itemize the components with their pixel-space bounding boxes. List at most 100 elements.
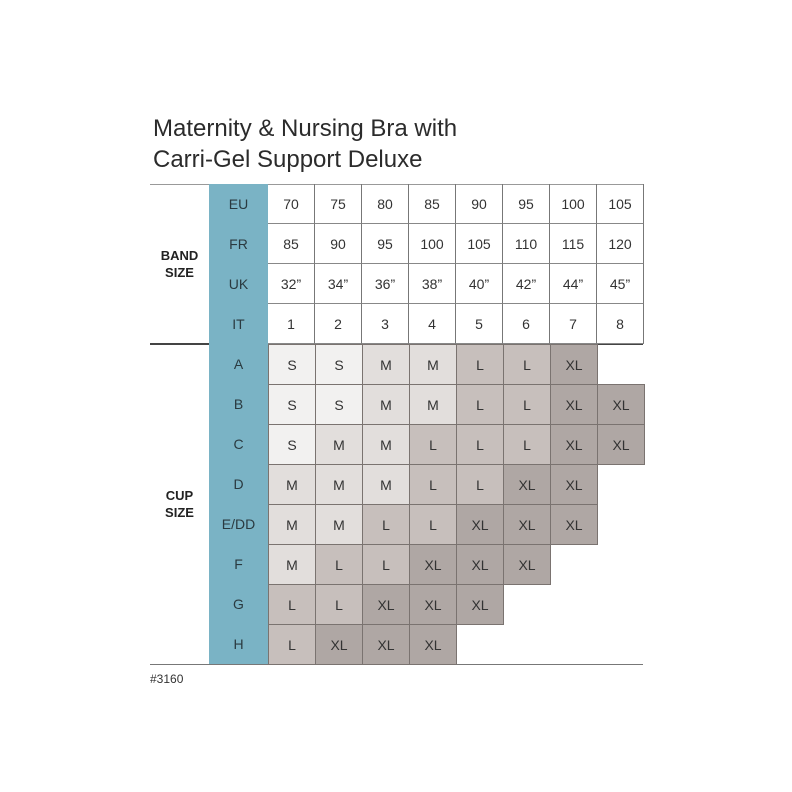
band-cell: 1 [268,304,315,344]
size-cell: XL [550,384,598,425]
band-cell: 90 [456,184,503,224]
size-cell: M [315,424,363,465]
band-cell: 85 [409,184,456,224]
band-cell: 40” [456,264,503,304]
band-cell: 80 [362,184,409,224]
cup-row-label: E/DD [209,504,268,544]
size-cell: XL [409,624,457,665]
size-cell: XL [362,624,410,665]
size-cell: L [268,624,316,665]
band-cell: 34” [315,264,362,304]
band-row-label: IT [209,304,268,344]
chart-title: Maternity & Nursing Bra with Carri-Gel S… [153,113,457,175]
size-cell: L [503,424,551,465]
band-cell: 42” [503,264,550,304]
size-cell: M [315,504,363,545]
size-cell: S [268,424,316,465]
size-cell: M [409,344,457,385]
size-cell: XL [456,544,504,585]
size-cell: M [362,384,410,425]
band-cell: 36” [362,264,409,304]
size-cell: XL [503,464,551,505]
band-cell: 115 [550,224,597,264]
band-cell: 5 [456,304,503,344]
band-cell: 2 [315,304,362,344]
cup-row-label: G [209,584,268,624]
size-cell: S [268,384,316,425]
cup-label-line: CUP [165,488,194,503]
size-cell: M [409,384,457,425]
size-cell: L [503,344,551,385]
size-cell: S [268,344,316,385]
size-cell: L [456,464,504,505]
size-cell: XL [597,424,645,465]
band-size-label: BAND SIZE [150,247,209,281]
band-cell: 3 [362,304,409,344]
cup-row-label: A [209,344,268,384]
size-cell: L [503,384,551,425]
size-cell: XL [362,584,410,625]
band-row-label: EU [209,184,268,224]
size-cell: L [315,544,363,585]
band-cell: 7 [550,304,597,344]
band-cell: 85 [268,224,315,264]
band-cell: 32” [268,264,315,304]
band-cell: 100 [550,184,597,224]
band-cell: 75 [315,184,362,224]
cup-row-label: B [209,384,268,424]
band-cell: 4 [409,304,456,344]
size-cell: M [268,464,316,505]
band-cell: 38” [409,264,456,304]
size-cell: M [268,544,316,585]
size-cell: S [315,384,363,425]
size-cell: L [409,424,457,465]
size-cell: XL [550,344,598,385]
band-row-label: UK [209,264,268,304]
title-line-2: Carri-Gel Support Deluxe [153,146,423,173]
size-cell: M [268,504,316,545]
size-cell: XL [456,584,504,625]
size-cell: L [409,504,457,545]
size-cell: L [456,344,504,385]
size-cell: L [315,584,363,625]
size-cell: XL [409,584,457,625]
top-rule [150,184,643,185]
cup-size-label: CUP SIZE [150,487,209,521]
title-line-1: Maternity & Nursing Bra with [153,115,458,142]
size-cell: L [456,384,504,425]
size-cell: XL [550,424,598,465]
size-cell: M [362,344,410,385]
band-label-line: SIZE [165,265,194,280]
size-cell: XL [409,544,457,585]
band-cell: 95 [362,224,409,264]
size-cell: XL [550,504,598,545]
band-cell: 120 [597,224,644,264]
size-cell: L [362,544,410,585]
band-label-line: BAND [160,248,199,263]
cup-label-line: SIZE [165,505,194,520]
size-cell: XL [315,624,363,665]
size-cell: XL [456,504,504,545]
size-cell: L [362,504,410,545]
band-cell: 90 [315,224,362,264]
cup-row-label: D [209,464,268,504]
band-cell: 110 [503,224,550,264]
size-cell: M [362,424,410,465]
size-cell: L [456,424,504,465]
band-cell: 6 [503,304,550,344]
size-cell: L [409,464,457,505]
size-cell: XL [503,544,551,585]
size-cell: L [268,584,316,625]
size-cell: M [362,464,410,505]
band-cell: 105 [597,184,644,224]
band-cell: 100 [409,224,456,264]
band-row-label: FR [209,224,268,264]
size-cell: XL [550,464,598,505]
band-cell: 44” [550,264,597,304]
size-cell: M [315,464,363,505]
size-cell: XL [597,384,645,425]
size-cell: S [315,344,363,385]
band-cell: 45” [597,264,644,304]
cup-row-label: F [209,544,268,584]
band-cell: 105 [456,224,503,264]
